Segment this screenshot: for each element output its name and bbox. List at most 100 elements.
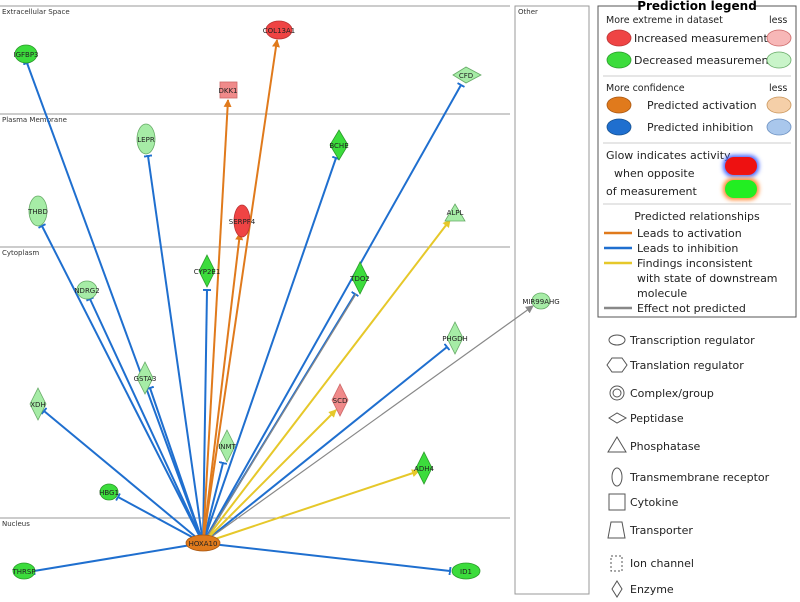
legend-findings-1: Findings inconsistent — [637, 257, 753, 270]
node-label-lepr: LEPR — [137, 136, 155, 144]
node-label-bche: BCHE — [329, 142, 348, 150]
legend-glow-1: Glow indicates activity — [606, 149, 731, 162]
legend-pred-inhibition: Predicted inhibition — [647, 121, 753, 134]
legend-inhibition-less-swatch — [766, 118, 792, 136]
node-lepr[interactable] — [136, 123, 156, 155]
legend-decreased-swatch — [606, 51, 632, 69]
edge-hoxa-thrsp — [32, 542, 204, 576]
edge-hoxa-xdh — [40, 407, 204, 544]
node-cyp[interactable] — [198, 254, 216, 288]
edge-hoxa-cfd — [202, 82, 465, 544]
node-igfbp3[interactable] — [14, 44, 38, 64]
node-tdo2[interactable] — [351, 261, 369, 295]
node-mir[interactable] — [531, 292, 551, 310]
node-thrsp[interactable] — [12, 562, 36, 580]
node-id1[interactable] — [451, 562, 481, 580]
legend-activation-swatch — [606, 96, 632, 114]
transmembrane-receptor-icon — [611, 467, 623, 487]
legend-less-2: less — [769, 83, 787, 94]
shape-ion-channel: Ion channel — [630, 557, 694, 570]
node-scd[interactable] — [331, 383, 349, 417]
edge-hoxa-inmt — [202, 461, 228, 544]
node-col13a1[interactable] — [265, 20, 293, 40]
node-label-xdh: XDH — [30, 401, 45, 409]
node-label-cyp: CYP2E1 — [194, 268, 221, 276]
phosphatase-icon — [607, 436, 627, 453]
node-label-gsta3: GSTA3 — [134, 375, 157, 383]
shape-enzyme: Enzyme — [630, 583, 674, 596]
node-label-hbg1: HBG1 — [99, 489, 119, 497]
legend-inhibition-swatch — [606, 118, 632, 136]
edge-hoxa-ndrg2 — [85, 296, 204, 544]
edge-hoxa-hbg1 — [115, 493, 204, 544]
legend-pred-activation: Predicted activation — [647, 99, 757, 112]
node-phgdh[interactable] — [446, 321, 464, 355]
node-alpl[interactable] — [444, 203, 466, 222]
edge-hoxa-id1 — [202, 542, 452, 576]
peptidase-icon — [608, 412, 628, 424]
node-label-phgdh: PHGDH — [442, 335, 468, 343]
node-adh4[interactable] — [415, 451, 433, 485]
shape-transmembrane: Transmembrane receptor — [629, 471, 770, 484]
legend-more-confidence: More confidence — [606, 83, 685, 94]
shape-phosphatase: Phosphatase — [630, 440, 701, 453]
legend-glow-2: when opposite — [614, 167, 695, 180]
translation-regulator-icon — [606, 357, 628, 373]
node-hbg1[interactable] — [99, 483, 119, 501]
shape-legend: Transcription regulator Translation regu… — [606, 334, 770, 598]
edge-hoxa-dkk1 — [202, 99, 232, 544]
node-label-id1: ID1 — [460, 568, 472, 576]
shape-translation-regulator: Translation regulator — [629, 359, 744, 372]
edge-hoxa-mir — [202, 305, 534, 544]
node-dkk1[interactable] — [219, 81, 238, 99]
legend-decreased: Decreased measurement — [634, 54, 773, 67]
node-thbd[interactable] — [28, 195, 48, 227]
node-bche[interactable] — [329, 129, 349, 161]
node-label-col13a1: COL13A1 — [263, 27, 295, 35]
node-label-cfd: CFD — [459, 72, 473, 80]
legend-leads-inhibition: Leads to inhibition — [637, 242, 738, 255]
legend-increased-swatch — [606, 29, 632, 47]
legend-effect-not: Effect not predicted — [637, 302, 746, 315]
shape-transcription-regulator: Transcription regulator — [629, 334, 755, 347]
shape-complex: Complex/group — [630, 387, 714, 400]
legend-glow-red-swatch — [725, 157, 757, 175]
edge-hoxa-bche — [202, 155, 341, 544]
legend-activation-less-swatch — [766, 96, 792, 114]
edge-hoxa-phgdh — [202, 343, 451, 544]
node-ndrg2[interactable] — [76, 280, 98, 300]
enzyme-icon — [611, 580, 623, 598]
prediction-legend: Prediction legend More extreme in datase… — [597, 0, 797, 318]
legend-findings-2: with state of downstream — [637, 272, 778, 285]
edge-hoxa-alpl — [202, 219, 451, 544]
node-label-tdo2: TDO2 — [349, 275, 370, 283]
node-label-scd: SCD — [333, 397, 348, 405]
compartment-lines — [0, 5, 590, 595]
legend-glow-3: of measurement — [606, 185, 698, 198]
edge-hoxa-igfbp3 — [22, 60, 204, 544]
edge-hoxa-gsta3 — [145, 385, 204, 544]
legend-title: Prediction legend — [637, 0, 757, 13]
node-serp[interactable] — [233, 204, 251, 238]
edges — [22, 39, 534, 576]
node-xdh[interactable] — [29, 387, 47, 421]
edge-hoxa-serp — [202, 232, 244, 544]
node-label-inmt: INMT — [218, 443, 236, 451]
node-gsta3[interactable] — [136, 361, 154, 395]
edge-hoxa-scd — [202, 409, 337, 544]
edge-hoxa-thbd — [37, 223, 204, 544]
node-label-mir: MIR99AHG — [522, 298, 559, 306]
legend-increased: Increased measurement — [634, 32, 768, 45]
node-label-alpl: ALPL — [447, 209, 464, 217]
node-cfd[interactable] — [452, 66, 482, 84]
node-hoxa10[interactable] — [185, 534, 221, 552]
node-inmt[interactable] — [218, 429, 236, 463]
node-label-dkk1: DKK1 — [218, 87, 237, 95]
edge-hoxa-lepr — [143, 154, 204, 544]
legend-rel-title: Predicted relationships — [634, 210, 760, 223]
edge-hoxa-tdo2-gray — [204, 293, 357, 541]
shape-transporter: Transporter — [629, 524, 693, 537]
transporter-icon — [607, 521, 626, 539]
shape-cytokine: Cytokine — [630, 496, 679, 509]
